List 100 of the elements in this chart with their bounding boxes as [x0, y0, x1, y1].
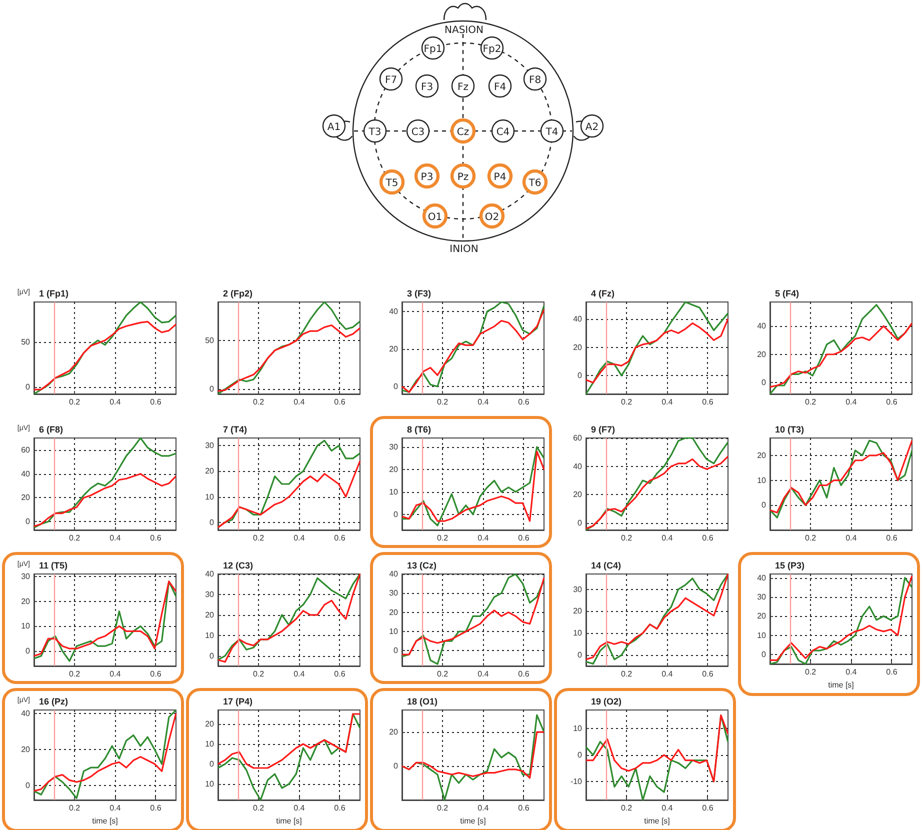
- x-tick-label: 0.4: [846, 668, 858, 676]
- line-series: [33, 320, 177, 390]
- chart-title: 3 (F3): [407, 288, 432, 298]
- y-tick-label: 10: [389, 627, 399, 636]
- x-tick-label: 0.2: [437, 398, 449, 406]
- y-tick-label: 20: [757, 450, 767, 460]
- y-tick-label: 10: [205, 780, 215, 788]
- y-tick-label: 10: [21, 622, 31, 631]
- x-tick-label: 0.2: [805, 534, 817, 542]
- y-tick-label: 20: [205, 720, 215, 728]
- y-tick-label: 20: [389, 344, 399, 354]
- line-series: [585, 437, 729, 531]
- y-tick-label: 0: [26, 382, 31, 392]
- y-tick-label: 0: [394, 510, 399, 519]
- chart-title: 18 (O1): [407, 696, 438, 706]
- y-tick-label: 20: [21, 596, 31, 606]
- x-tick-label: 0.2: [621, 534, 633, 542]
- y-tick-label: 20: [389, 608, 399, 617]
- text: P3: [420, 172, 434, 183]
- y-tick-label: 30: [205, 590, 215, 599]
- y-tick-label: 20: [205, 466, 215, 476]
- chart-title: 12 (C3): [223, 560, 254, 570]
- y-tick-label: 0: [210, 384, 215, 394]
- y-tick-label: 20: [389, 728, 399, 737]
- text: C4: [496, 127, 510, 138]
- x-tick-label: 0.4: [662, 670, 674, 678]
- x-tick-label: 0.2: [437, 534, 449, 542]
- x-tick-label: 0.2: [69, 804, 81, 812]
- x-axis-title: time [s]: [460, 816, 486, 826]
- x-tick-label: 0.6: [518, 398, 530, 406]
- x-tick-label: 0.6: [150, 670, 162, 678]
- x-tick-label: 0.2: [437, 670, 449, 678]
- chart-title: 2 (Fp2): [223, 288, 253, 298]
- y-tick-label: 40: [389, 306, 399, 316]
- x-tick-label: 0.4: [846, 398, 858, 406]
- y-tick-label: 0: [578, 750, 583, 760]
- y-tick-label: 0: [394, 762, 399, 771]
- line-series: [217, 301, 361, 395]
- line-series: [217, 324, 361, 392]
- x-axis-title: time [s]: [644, 816, 670, 826]
- x-tick-label: 0.4: [662, 804, 674, 812]
- text: T5: [384, 178, 398, 189]
- text: F4: [494, 82, 506, 93]
- line-series: [585, 714, 729, 782]
- text: NASION: [444, 25, 484, 36]
- text: Pz: [457, 172, 469, 183]
- y-tick-label: 40: [573, 462, 583, 471]
- x-axis-title: time [s]: [92, 816, 118, 826]
- line-series: [401, 731, 545, 779]
- x-tick-label: 0.4: [110, 534, 122, 542]
- line-series: [33, 301, 177, 395]
- text: O1: [428, 212, 442, 223]
- text: Cz: [456, 127, 470, 138]
- y-tick-label: 10: [205, 740, 215, 748]
- line-series: [585, 301, 729, 395]
- y-tick-label: 0: [210, 518, 215, 527]
- y-tick-label: 50: [21, 338, 31, 347]
- x-tick-label: 0.2: [621, 804, 633, 812]
- line-series: [217, 713, 361, 769]
- y-tick-label: 0: [394, 382, 399, 391]
- line-series: [217, 440, 361, 528]
- chart-title: 13 (Cz): [407, 560, 437, 570]
- x-tick-label: 0.4: [294, 398, 306, 406]
- y-tick-label: 10: [757, 476, 767, 485]
- text: C3: [411, 127, 425, 138]
- y-tick-label: 30: [757, 592, 767, 602]
- y-tick-label: 20: [573, 606, 583, 616]
- chart-title: 5 (F4): [775, 288, 800, 298]
- y-tick-label: 10: [205, 492, 215, 502]
- x-tick-label: 0.6: [518, 534, 530, 542]
- line-series: [33, 437, 177, 528]
- x-tick-label: 0.4: [294, 804, 306, 812]
- y-tick-label: 20: [573, 342, 583, 352]
- x-tick-label: 0.6: [518, 670, 530, 678]
- chart-title: 14 (C4): [591, 560, 622, 570]
- x-tick-label: 0.4: [478, 670, 490, 678]
- text: T4: [544, 127, 558, 138]
- y-tick-label: 0: [210, 651, 215, 660]
- line-series: [769, 322, 913, 388]
- y-tick-label: 30: [389, 588, 399, 598]
- x-tick-label: 0.2: [805, 668, 817, 676]
- y-tick-label: 0: [762, 500, 767, 510]
- x-tick-label: 0.2: [69, 534, 81, 542]
- x-tick-label: 0.4: [110, 670, 122, 678]
- y-tick-label: 40: [21, 469, 31, 478]
- x-tick-label: 0.6: [334, 804, 346, 812]
- y-tick-label: 60: [21, 445, 31, 454]
- y-tick-label: -10: [570, 776, 583, 786]
- text: A1: [327, 122, 341, 133]
- x-tick-label: 0.6: [150, 534, 162, 542]
- y-tick-label: 0: [26, 646, 31, 656]
- y-tick-label: 0: [394, 646, 399, 656]
- x-tick-label: 0.2: [253, 804, 265, 812]
- chart-title: 17 (P4): [223, 696, 253, 706]
- x-tick-label: 0.4: [478, 398, 490, 406]
- chart-title: 1 (Fp1): [39, 288, 69, 298]
- y-tick-label: 10: [757, 630, 767, 640]
- chart-title: 15 (P3): [775, 560, 805, 570]
- chart-title: 9 (F7): [591, 424, 616, 434]
- x-tick-label: 0.4: [110, 804, 122, 812]
